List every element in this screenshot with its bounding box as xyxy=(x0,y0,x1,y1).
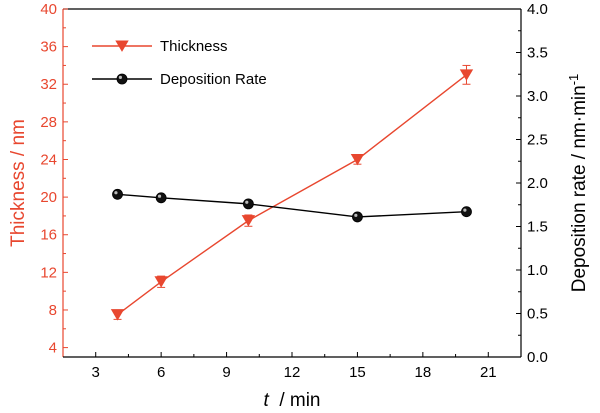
right-tick-label: 2.5 xyxy=(527,132,548,149)
data-point-thickness xyxy=(154,276,168,288)
left-tick-label: 4 xyxy=(49,340,57,357)
x-tick-label: 12 xyxy=(284,364,301,381)
data-point-highlight xyxy=(157,194,162,198)
right-tick-label: 3.0 xyxy=(527,88,548,105)
right-tick-label: 1.5 xyxy=(527,219,548,236)
x-tick-label: 9 xyxy=(222,364,230,381)
x-tick-label: 18 xyxy=(415,364,432,381)
data-point-thickness xyxy=(241,215,256,227)
data-point-deposition-rate xyxy=(461,206,472,218)
left-tick-label: 36 xyxy=(40,39,57,56)
data-point-highlight xyxy=(114,191,118,195)
series-line-thickness xyxy=(117,74,467,316)
legend-marker-thickness xyxy=(115,40,129,52)
right-axis-title: Deposition rate / nm·min-1 xyxy=(566,74,590,293)
right-tick-label: 0.0 xyxy=(527,349,548,366)
data-point-highlight xyxy=(354,213,358,217)
legend-marker-highlight xyxy=(118,75,122,79)
data-point-deposition-rate xyxy=(352,211,363,223)
data-point-highlight xyxy=(463,208,467,212)
right-axis-title-superscript: -1 xyxy=(566,74,581,86)
data-point-deposition-rate xyxy=(155,192,167,204)
right-axis-title-main: Deposition rate / nm·min xyxy=(569,85,590,292)
left-tick-label: 12 xyxy=(40,264,57,281)
x-tick-label: 15 xyxy=(349,364,366,381)
data-point-deposition-rate xyxy=(112,188,123,200)
data-point-thickness xyxy=(459,69,474,81)
left-tick-label: 32 xyxy=(40,76,57,93)
x-tick-label: 21 xyxy=(480,364,497,381)
right-tick-label: 2.0 xyxy=(527,175,548,192)
left-axis-title: Thickness / nm xyxy=(8,119,29,247)
series-line-deposition-rate xyxy=(117,193,467,218)
left-tick-label: 16 xyxy=(40,227,57,244)
right-tick-label: 4.0 xyxy=(527,1,548,18)
x-axis-title: t / min xyxy=(263,390,320,411)
legend-label-thickness: Thickness xyxy=(160,38,228,55)
data-point-highlight xyxy=(245,200,249,204)
data-point-thickness xyxy=(350,153,365,166)
x-tick-label: 3 xyxy=(92,364,100,381)
left-tick-label: 8 xyxy=(49,302,57,319)
left-tick-label: 24 xyxy=(40,151,57,168)
data-point-deposition-rate xyxy=(242,198,254,210)
left-tick-label: 40 xyxy=(40,1,57,18)
right-tick-label: 0.5 xyxy=(527,306,548,323)
data-point-thickness xyxy=(110,309,125,321)
right-tick-label: 1.0 xyxy=(527,262,548,279)
left-tick-label: 20 xyxy=(40,189,57,206)
legend-label-deposition-rate: Deposition Rate xyxy=(160,71,267,88)
x-tick-label: 6 xyxy=(157,364,165,381)
right-tick-label: 3.5 xyxy=(527,45,548,62)
left-tick-label: 28 xyxy=(40,114,57,131)
x-axis-title-unit: / min xyxy=(269,390,321,411)
x-axis-title-variable: t xyxy=(263,390,269,411)
legend-marker-deposition-rate xyxy=(116,73,128,85)
